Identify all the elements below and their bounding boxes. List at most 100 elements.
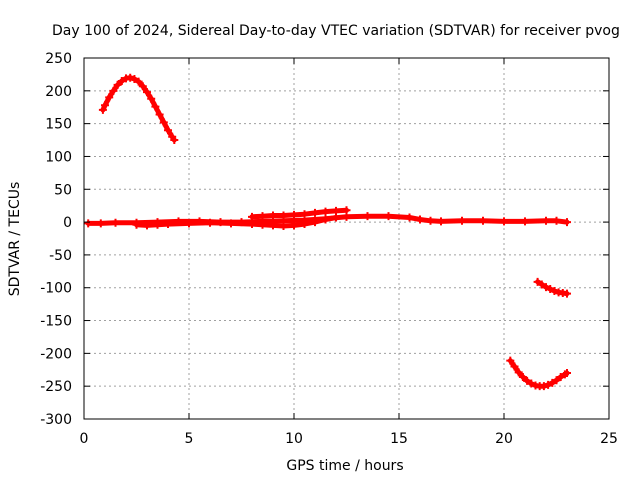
series-pass-high-arc — [98, 73, 179, 145]
series-trace — [249, 207, 349, 220]
y-tick-label: -300 — [40, 412, 72, 428]
data-point — [552, 216, 561, 225]
data-point — [138, 82, 147, 91]
data-point — [563, 218, 571, 227]
data-point — [510, 362, 519, 371]
data-point — [527, 379, 536, 388]
data-point — [523, 376, 532, 385]
data-point — [143, 221, 151, 230]
data-point — [151, 102, 160, 111]
data-point — [113, 80, 122, 89]
data-point — [279, 211, 288, 220]
y-tick-label: -50 — [49, 248, 72, 264]
y-tick-label: 250 — [45, 51, 72, 67]
data-point — [126, 73, 135, 82]
data-point — [105, 93, 114, 102]
grid — [84, 58, 609, 419]
data-point — [556, 372, 565, 381]
data-point — [458, 216, 466, 225]
y-tick-label: 50 — [54, 182, 72, 198]
data-point — [258, 212, 267, 221]
data-point — [539, 382, 548, 391]
data-point — [311, 218, 319, 227]
plot-frame — [83, 57, 610, 420]
series-near-zero-upper-arc — [248, 206, 351, 221]
data-point — [518, 372, 527, 381]
data-point — [548, 378, 557, 387]
data-point — [269, 221, 277, 230]
data-point — [546, 285, 555, 294]
y-tick-label: 0 — [63, 215, 72, 231]
data-point — [506, 356, 515, 365]
data-point — [98, 105, 107, 114]
data-point — [164, 220, 172, 229]
data-point — [384, 212, 393, 221]
x-tick-label: 10 — [285, 431, 303, 447]
data-point — [101, 101, 109, 110]
data-point — [479, 216, 487, 225]
data-point — [248, 212, 256, 221]
data-point — [500, 217, 508, 226]
data-point — [550, 287, 559, 296]
y-tick-label: -250 — [40, 379, 72, 395]
y-tick-label: -100 — [40, 281, 72, 297]
data-point — [96, 219, 105, 228]
y-tick-label: 100 — [45, 149, 72, 165]
y-tick-label: 150 — [45, 117, 72, 133]
data-point — [109, 86, 118, 95]
data-point — [143, 88, 151, 97]
x-tick-label: 5 — [185, 431, 194, 447]
data-point — [84, 219, 93, 228]
data-point — [132, 220, 141, 229]
data-point — [321, 215, 330, 224]
x-tick-label: 20 — [495, 431, 513, 447]
data-point — [552, 376, 561, 385]
data-point — [155, 110, 164, 119]
data-point — [542, 283, 550, 292]
axis-ticks: 0 5 10 15 20 25 -300 -250 -200 -150 -100 -50 0 50 100 1… — [40, 51, 618, 447]
data-point — [437, 217, 445, 226]
data-point — [311, 208, 319, 217]
data-point — [147, 94, 156, 103]
series-pass-minus-100 — [533, 277, 571, 298]
y-tick-label: -150 — [40, 314, 72, 330]
series-pass-low-arc — [506, 356, 571, 391]
data-point — [206, 218, 214, 227]
data-point — [544, 380, 553, 389]
data-point — [300, 210, 309, 219]
data-point — [258, 220, 267, 229]
chart-title: Day 100 of 2024, Sidereal Day-to-day VTE… — [52, 23, 620, 39]
x-axis-label: GPS time / hours — [286, 458, 403, 474]
data-point — [279, 222, 288, 231]
y-axis-label: SDTVAR / TECUs — [7, 182, 23, 297]
data-point — [300, 220, 309, 229]
data-point — [185, 219, 193, 228]
data-point — [533, 277, 542, 286]
data-point — [514, 368, 523, 377]
data-point — [542, 216, 550, 225]
data-point — [134, 77, 143, 86]
data-point — [563, 369, 571, 378]
data-point — [111, 218, 120, 227]
series-near-zero-lower-arc — [132, 213, 340, 231]
data-point — [332, 206, 340, 215]
data-point — [537, 280, 546, 289]
data-point — [426, 216, 435, 225]
data-point — [563, 289, 571, 298]
data-point — [416, 215, 424, 224]
x-tick-label: 0 — [80, 431, 89, 447]
data-point — [342, 206, 351, 215]
data-point — [290, 210, 298, 219]
data-point — [227, 219, 235, 228]
x-tick-label: 15 — [390, 431, 408, 447]
series-trace — [134, 215, 339, 229]
data-point — [170, 136, 179, 145]
data-point — [153, 220, 162, 229]
data-point — [159, 118, 168, 127]
data-point — [269, 211, 277, 220]
data-point — [405, 213, 414, 222]
data-point — [290, 221, 298, 230]
x-tick-label: 25 — [600, 431, 618, 447]
data-point — [521, 217, 529, 226]
